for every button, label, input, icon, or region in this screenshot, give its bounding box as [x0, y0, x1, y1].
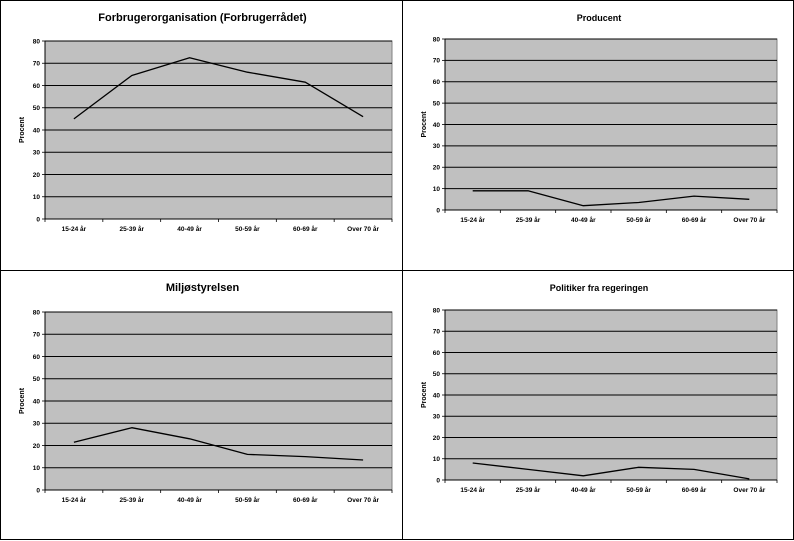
y-tick-label: 30 — [433, 414, 441, 421]
chart-title: Producent — [577, 13, 622, 23]
y-tick-label: 60 — [433, 79, 441, 86]
y-tick-label: 0 — [436, 207, 440, 214]
x-tick-label: 25-39 år — [119, 225, 144, 233]
chart-title: Forbrugerorganisation (Forbrugerrådet) — [98, 12, 307, 24]
y-tick-label: 40 — [433, 392, 441, 399]
y-tick-label: 60 — [33, 354, 41, 361]
y-tick-label: 20 — [433, 435, 441, 442]
x-tick-label: 60-69 år — [682, 486, 707, 494]
y-axis-label: Procent — [421, 381, 428, 408]
chart-panel-forbrugerorganisation: Forbrugerorganisation (Forbrugerrådet) 0 1… — [0, 0, 403, 271]
series-line — [73, 427, 364, 461]
x-tick-label: 50-59 år — [626, 216, 651, 224]
y-tick-label: 10 — [433, 456, 441, 463]
x-tick-label: 40-49 år — [571, 486, 596, 494]
y-tick-label: 50 — [33, 376, 41, 383]
y-tick-label: 0 — [36, 216, 40, 223]
chart-title: Politiker fra regeringen — [550, 283, 649, 293]
x-tick-label: 15-24 år — [460, 216, 485, 224]
x-tick-label: 25-39 år — [516, 216, 541, 224]
chart-title: Miljøstyrelsen — [166, 282, 240, 294]
x-tick-label: 50-59 år — [235, 496, 260, 504]
x-tick-label: 40-49 år — [177, 225, 202, 233]
x-tick-label: 15-24 år — [62, 225, 87, 233]
x-tick-label: 60-69 år — [293, 496, 318, 504]
y-tick-label: 60 — [33, 83, 41, 90]
x-tick-label: 25-39 år — [516, 486, 541, 494]
y-tick-label: 40 — [433, 122, 441, 129]
y-tick-label: 50 — [433, 371, 441, 378]
y-tick-label: 70 — [433, 329, 441, 336]
y-axis-label: Procent — [19, 387, 26, 414]
y-tick-label: 0 — [436, 477, 440, 484]
y-tick-label: 20 — [33, 172, 41, 179]
y-tick-label: 70 — [433, 58, 441, 65]
line-chart: Politiker fra regeringen 0 10 20 30 40 50 60 70 8… — [421, 283, 778, 494]
chart-panel-politiker: Politiker fra regeringen 0 10 20 30 40 50 60 70 8… — [402, 270, 794, 540]
y-tick-label: 60 — [433, 350, 441, 357]
line-chart: Forbrugerorganisation (Forbrugerrådet) 0 1… — [19, 12, 393, 233]
line-chart: Producent 0 10 20 30 40 50 60 70 80 15-24 år 25-39 … — [421, 13, 778, 224]
line-chart: Miljøstyrelsen 0 10 20 30 40 50 60 70 80 15-24 år 2… — [19, 282, 393, 504]
y-tick-label: 80 — [433, 307, 441, 314]
y-tick-label: 10 — [33, 465, 41, 472]
x-tick-label: Over 70 år — [347, 225, 379, 233]
y-tick-label: 10 — [433, 186, 441, 193]
y-axis-label: Procent — [421, 111, 428, 138]
y-tick-label: 30 — [33, 421, 41, 428]
x-tick-label: 60-69 år — [682, 216, 707, 224]
chart-panel-miljostyrelsen: Miljøstyrelsen 0 10 20 30 40 50 60 70 80 15-24 år 2… — [0, 270, 403, 540]
x-tick-label: 25-39 år — [119, 496, 144, 504]
y-tick-label: 70 — [33, 61, 41, 68]
y-tick-label: 20 — [33, 443, 41, 450]
y-tick-label: 10 — [33, 194, 41, 201]
y-tick-label: 30 — [33, 150, 41, 157]
x-tick-label: 40-49 år — [571, 216, 596, 224]
chart-panel-producent: Producent 0 10 20 30 40 50 60 70 80 15-24 år 25-39 … — [402, 0, 794, 271]
x-tick-label: 50-59 år — [235, 225, 260, 233]
series-line — [73, 57, 364, 120]
x-tick-label: Over 70 år — [733, 216, 765, 224]
y-tick-label: 80 — [433, 36, 441, 43]
x-tick-label: 50-59 år — [626, 486, 651, 494]
x-tick-label: 60-69 år — [293, 225, 318, 233]
y-tick-label: 70 — [33, 332, 41, 339]
y-tick-label: 20 — [433, 165, 441, 172]
y-tick-label: 0 — [36, 487, 40, 494]
x-tick-label: Over 70 år — [733, 486, 765, 494]
x-tick-label: 40-49 år — [177, 496, 202, 504]
series-line — [472, 462, 750, 480]
y-tick-label: 40 — [33, 127, 41, 134]
series-line — [472, 190, 750, 207]
y-axis-label: Procent — [19, 116, 26, 143]
y-tick-label: 80 — [33, 38, 41, 45]
x-tick-label: 15-24 år — [460, 486, 485, 494]
x-tick-label: Over 70 år — [347, 496, 379, 504]
x-tick-label: 15-24 år — [62, 496, 87, 504]
y-tick-label: 50 — [33, 105, 41, 112]
y-tick-label: 80 — [33, 309, 41, 316]
y-tick-label: 50 — [433, 100, 441, 107]
y-tick-label: 30 — [433, 143, 441, 150]
y-tick-label: 40 — [33, 398, 41, 405]
